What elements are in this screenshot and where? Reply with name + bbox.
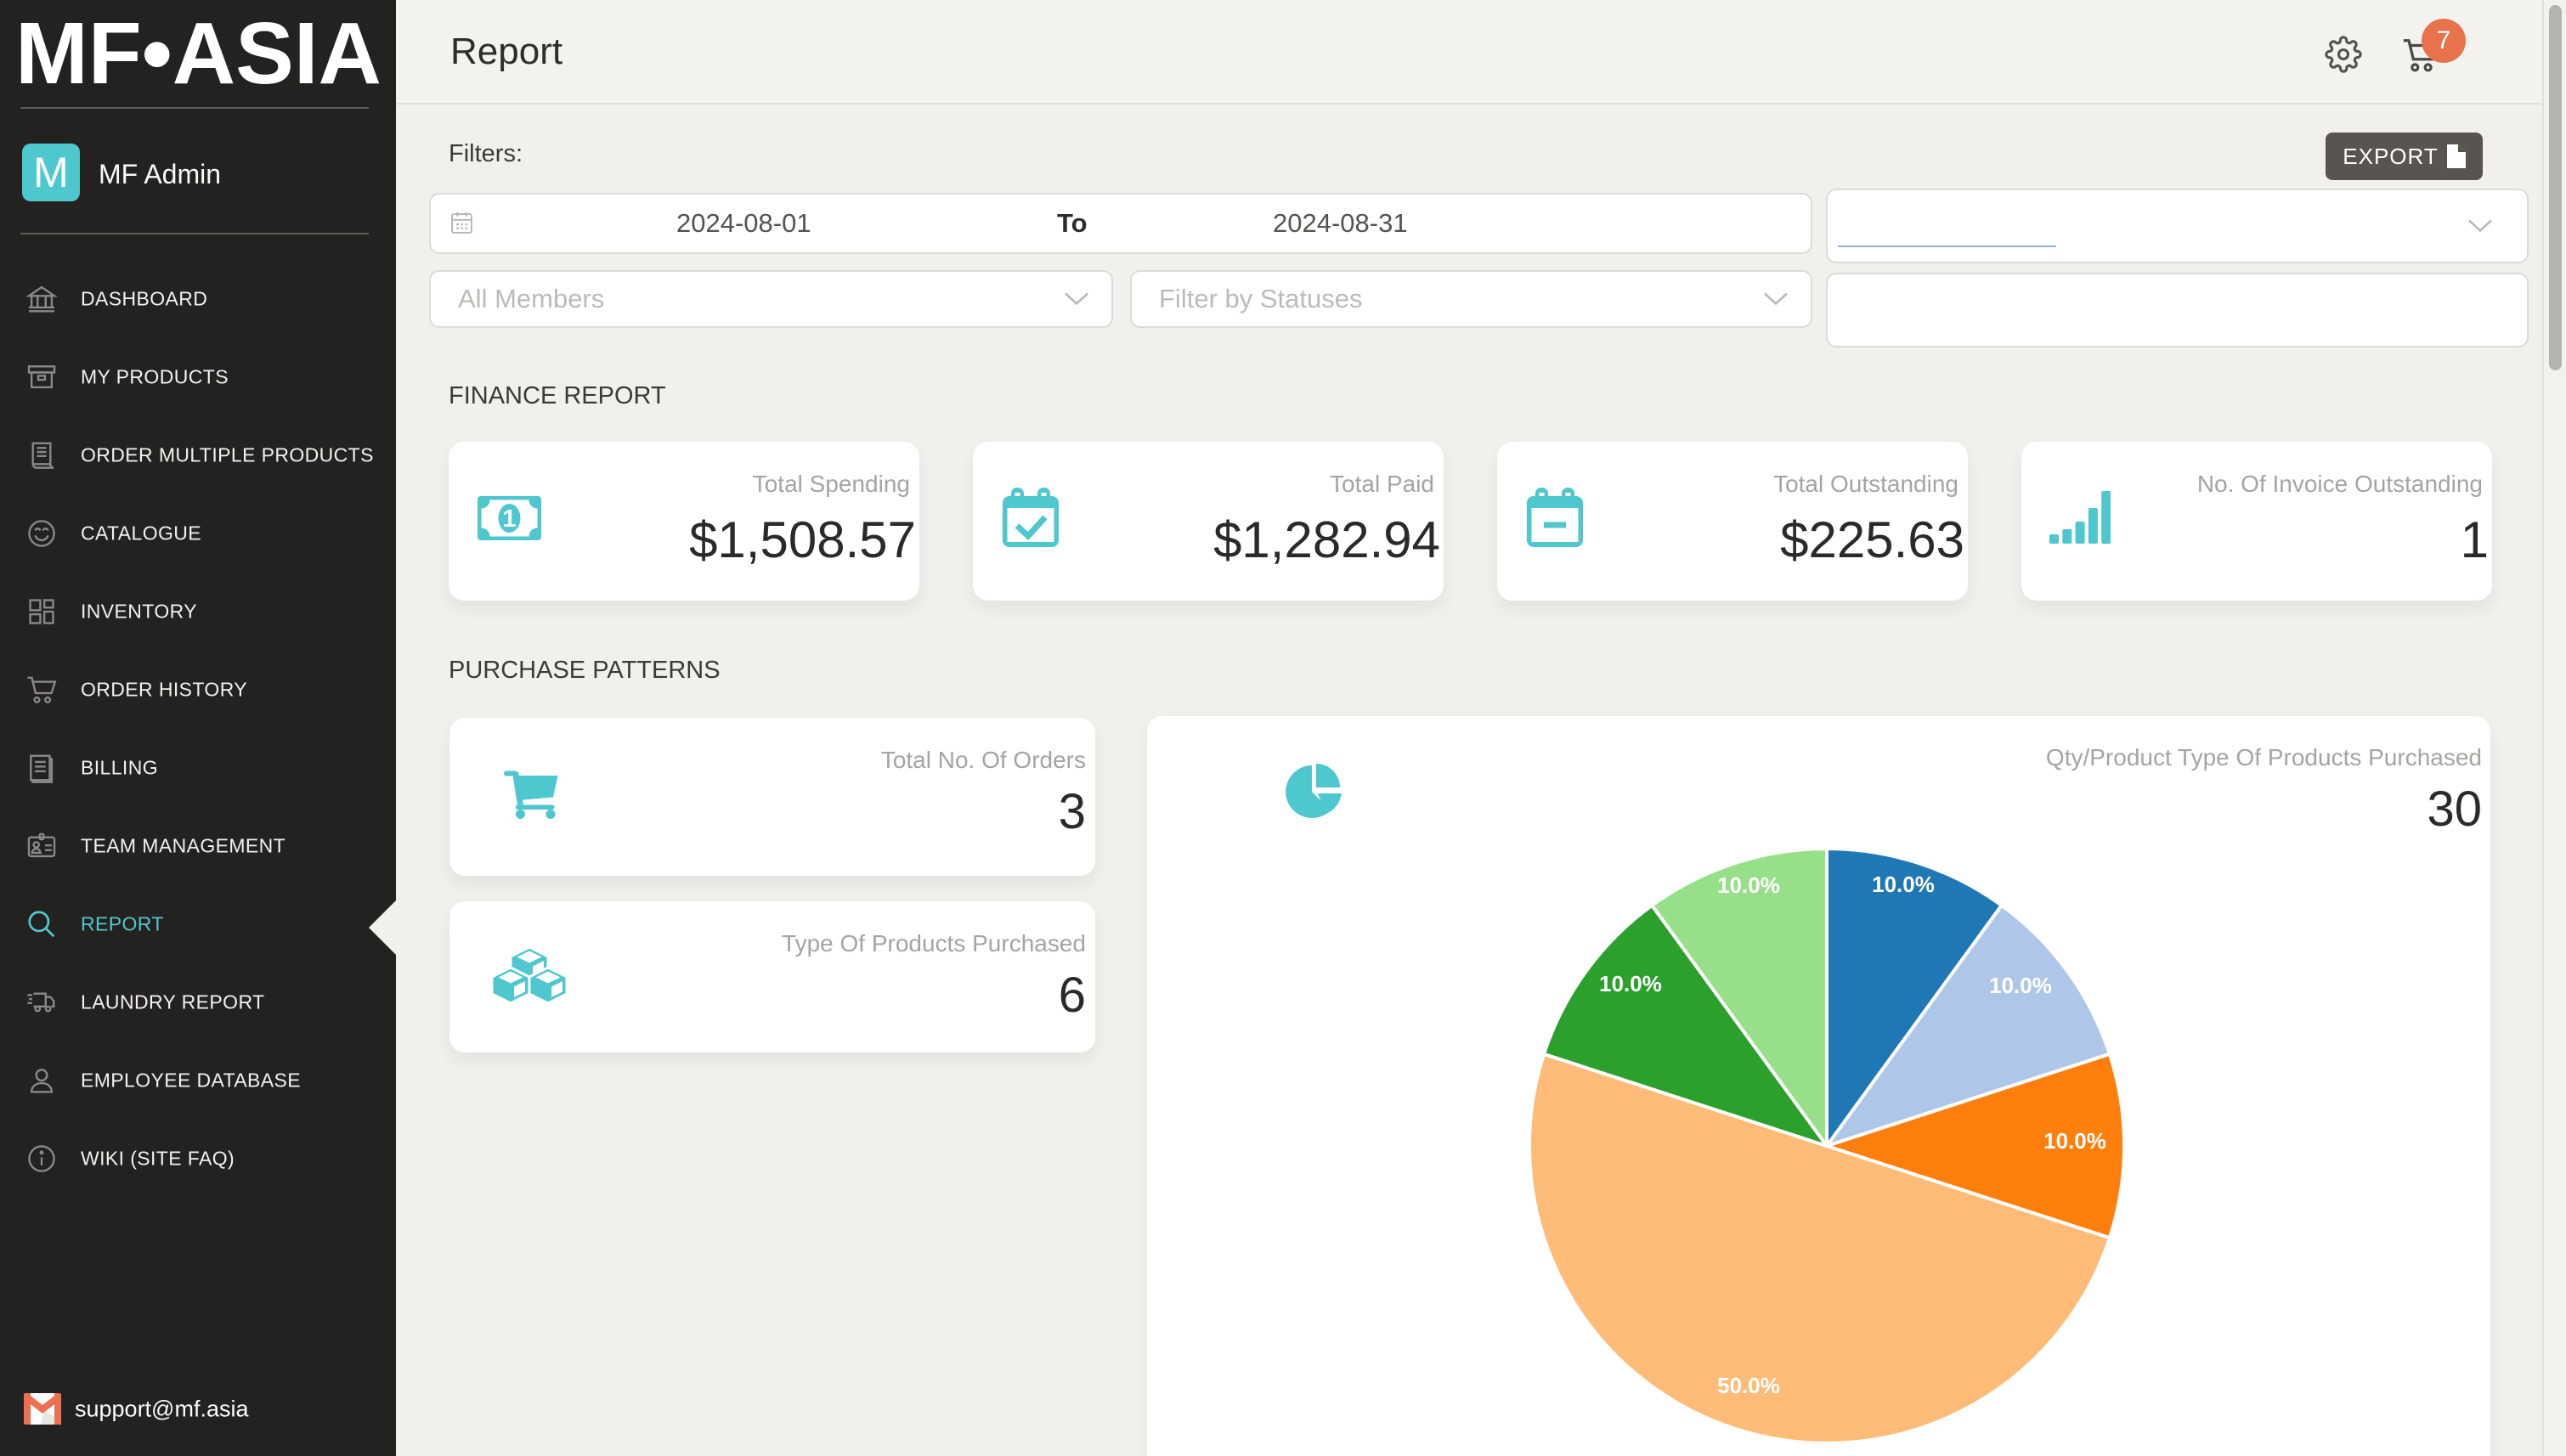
svg-text:50.0%: 50.0% <box>1717 1373 1780 1398</box>
svg-text:10.0%: 10.0% <box>2043 1128 2106 1154</box>
svg-text:10.0%: 10.0% <box>1599 971 1662 996</box>
svg-text:10.0%: 10.0% <box>1989 973 2052 998</box>
svg-text:10.0%: 10.0% <box>1717 872 1780 898</box>
svg-text:10.0%: 10.0% <box>1872 872 1935 897</box>
svg-text:1: 1 <box>502 505 516 533</box>
